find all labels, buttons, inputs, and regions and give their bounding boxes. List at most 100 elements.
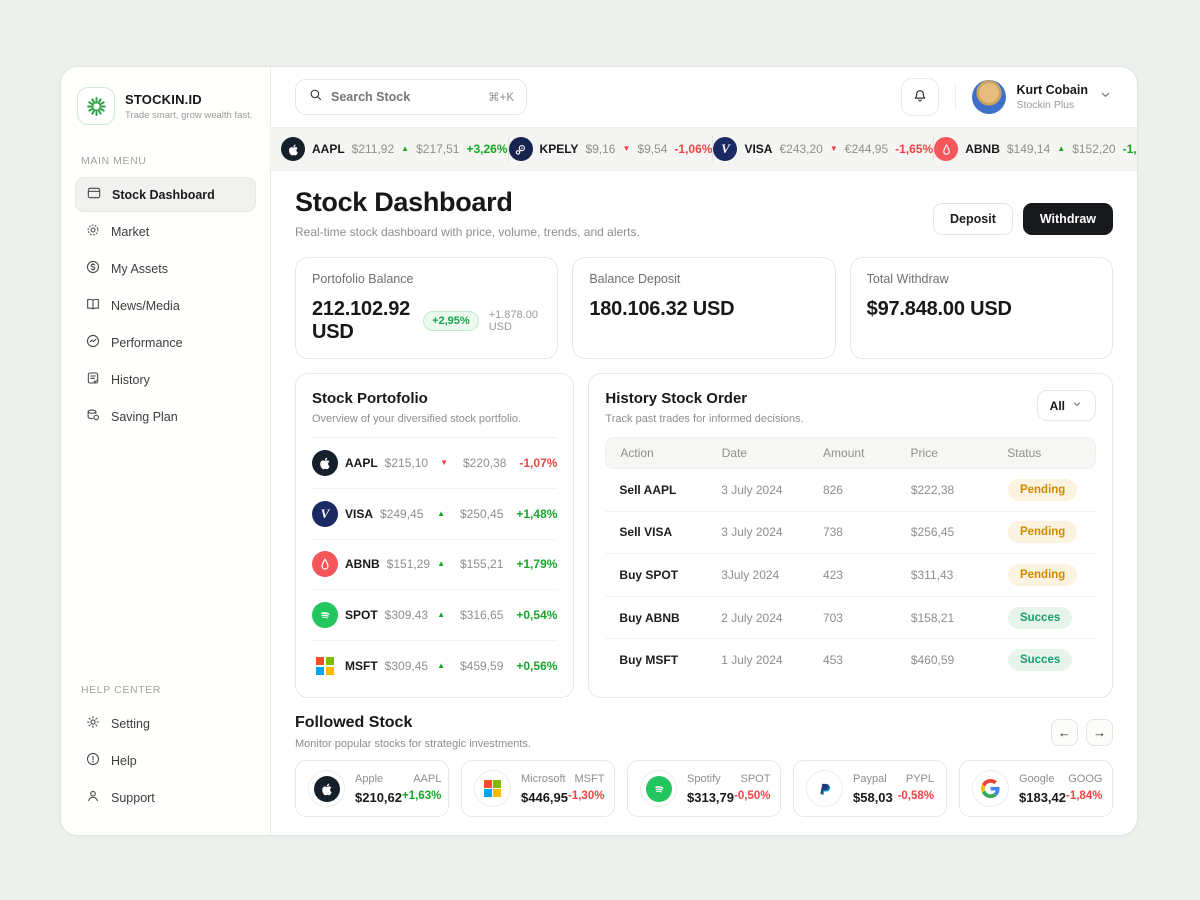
withdraw-button[interactable]: Withdraw [1022, 203, 1113, 235]
steam-icon [508, 137, 533, 161]
followed-card-google[interactable]: Google $183,42 GOOG -1,84% [959, 760, 1113, 817]
table-row[interactable]: Buy MSFT 1 July 2024 453 $460,59 Succes [605, 639, 1096, 681]
stat-label: Total Withdraw [866, 272, 949, 286]
stock-change: -1,30% [568, 789, 605, 802]
ticker-price: €243,20 [779, 142, 823, 156]
stock-price: $58,03 [853, 789, 893, 805]
ticker-item-aapl[interactable]: AAPL $211,92 ▲ $217,51 +3,26% [281, 136, 508, 162]
filter-select[interactable]: All [1036, 390, 1096, 421]
up-triangle-icon: ▲ [437, 610, 445, 620]
cell-action: Buy MSFT [619, 653, 679, 668]
stat-value: 180.106.32 USD [589, 298, 735, 320]
stat-value: $97.848.00 USD [866, 298, 1012, 320]
followed-card-paypal[interactable]: Paypal $58,03 PYPL -0,58% [793, 760, 947, 817]
search-box[interactable]: ⌘+K [295, 79, 527, 115]
search-input[interactable] [331, 90, 481, 104]
ticker-change: -1,65% [895, 142, 934, 156]
microsoft-icon [474, 770, 511, 807]
table-row[interactable]: Sell VISA 3 July 2024 738 $256,45 Pendin… [605, 512, 1096, 555]
spotify-icon [640, 770, 677, 807]
down-triangle-icon: ▼ [440, 457, 448, 467]
cell-date: 3 July 2024 [721, 482, 783, 497]
cell-price: $460,59 [910, 653, 955, 668]
history-title: History Stock Order [605, 390, 748, 407]
cell-date: 3July 2024 [721, 567, 780, 582]
stock-change: +1,63% [402, 789, 442, 802]
user-name: Kurt Cobain [1016, 83, 1088, 97]
app-window: STOCKIN.ID Trade smart, grow wealth fast… [60, 66, 1138, 836]
ticker-item-visa[interactable]: V VISA €243,20 ▼ €244,95 -1,65% [712, 136, 933, 162]
sidebar-item-label: Support [111, 790, 155, 805]
sidebar-item-saving-plan[interactable]: Saving Plan [75, 399, 256, 434]
chevron-down-icon[interactable] [1098, 87, 1113, 107]
ticker-symbol: VISA [744, 142, 773, 156]
cell-amount: 703 [822, 610, 843, 625]
sidebar-item-label: My Assets [111, 261, 168, 276]
avatar[interactable] [972, 80, 1007, 114]
row-price: $309,45 [384, 659, 429, 674]
portfolio-row-msft[interactable]: MSFT $309,45 ▲ $459,59 +0,56% [312, 641, 557, 691]
google-icon [972, 770, 1009, 807]
ticker-item-abnb[interactable]: ABNB $149,14 ▲ $152,20 -1,07% [933, 136, 1137, 162]
ticker-price: $9,16 [585, 142, 616, 156]
brand-name: STOCKIN.ID [125, 91, 202, 107]
book-icon [85, 296, 101, 315]
prev-arrow-button[interactable]: ← [1051, 718, 1078, 746]
sidebar-item-setting[interactable]: Setting [75, 706, 256, 741]
sidebar-item-performance[interactable]: Performance [75, 325, 256, 360]
followed-card-spotify[interactable]: Spotify $313,79 SPOT -0,50% [627, 760, 781, 817]
apple-icon [308, 770, 345, 807]
dashboard-icon [86, 185, 102, 204]
portfolio-row-spot[interactable]: SPOT $309,43 ▲ $316,65 +0,54% [312, 590, 558, 642]
portfolio-row-visa[interactable]: V VISA $249,45 ▲ $250,45 +1,48% [312, 489, 558, 540]
cell-amount: 423 [822, 567, 843, 582]
chevron-down-icon [1071, 398, 1083, 413]
portfolio-row-aapl[interactable]: AAPL $215,10 ▼ $220,38 -1,07% [312, 438, 558, 489]
portfolio-row-abnb[interactable]: ABNB $151,29 ▲ $155,21 +1,79% [312, 540, 558, 591]
gear-icon [85, 714, 101, 733]
airbnb-icon [934, 137, 959, 161]
stock-change: -0,58% [897, 789, 934, 802]
table-row[interactable]: Buy ABNB 2 July 2024 703 $158,21 Succes [605, 597, 1096, 640]
page-title: Stock Dashboard [295, 187, 513, 217]
note-icon [85, 370, 101, 389]
ticker-change: +3,26% [466, 142, 508, 156]
next-arrow-button[interactable]: → [1086, 718, 1113, 746]
apple-icon [312, 449, 338, 476]
apple-icon [281, 137, 305, 161]
help-center-label: HELP CENTER [81, 684, 161, 696]
sidebar-item-news-media[interactable]: News/Media [75, 288, 256, 323]
row-price2: $316,65 [459, 608, 504, 623]
column-amount: Amount [823, 446, 865, 460]
status-badge: Pending [1007, 563, 1078, 586]
brand: STOCKIN.ID Trade smart, grow wealth fast… [75, 87, 256, 125]
ticker-item-kpely[interactable]: KPELY $9,16 ▼ $9,54 -1,06% [507, 136, 712, 162]
table-row[interactable]: Sell AAPL 3 July 2024 826 $222,38 Pendin… [605, 469, 1096, 512]
brand-tagline: Trade smart, grow wealth fast. [125, 109, 253, 121]
ticker-change: -1,07% [1122, 142, 1137, 156]
sidebar-item-help[interactable]: Help [75, 743, 256, 778]
notification-button[interactable] [901, 78, 940, 116]
cell-price: $311,43 [910, 567, 954, 582]
up-triangle-icon: ▲ [437, 508, 445, 518]
ticker-price2: $152,20 [1072, 142, 1116, 156]
sidebar-item-history[interactable]: History [75, 362, 256, 397]
sidebar-item-my-assets[interactable]: My Assets [75, 251, 256, 286]
stock-change: -0,50% [734, 789, 771, 802]
sidebar-item-stock-dashboard[interactable]: Stock Dashboard [75, 177, 256, 212]
row-price: $249,45 [380, 506, 424, 521]
cell-action: Sell AAPL [619, 482, 677, 497]
change-badge: +2,95% [423, 311, 479, 331]
followed-subtitle: Monitor popular stocks for strategic inv… [295, 738, 531, 750]
stock-symbol: PYPL [905, 772, 934, 785]
deposit-button[interactable]: Deposit [933, 203, 1013, 235]
sidebar-item-market[interactable]: Market [75, 214, 256, 249]
row-price: $151,29 [386, 557, 431, 572]
stock-price: $210,62 [355, 789, 402, 805]
row-price2: $155,21 [459, 557, 504, 572]
sidebar-item-support[interactable]: Support [75, 780, 256, 815]
row-price2: $220,38 [463, 455, 507, 470]
followed-card-microsoft[interactable]: Microsoft $446,95 MSFT -1,30% [461, 760, 615, 817]
followed-card-apple[interactable]: Apple $210,62 AAPL +1,63% [295, 760, 449, 817]
table-row[interactable]: Buy SPOT 3July 2024 423 $311,43 Pending [605, 554, 1096, 597]
